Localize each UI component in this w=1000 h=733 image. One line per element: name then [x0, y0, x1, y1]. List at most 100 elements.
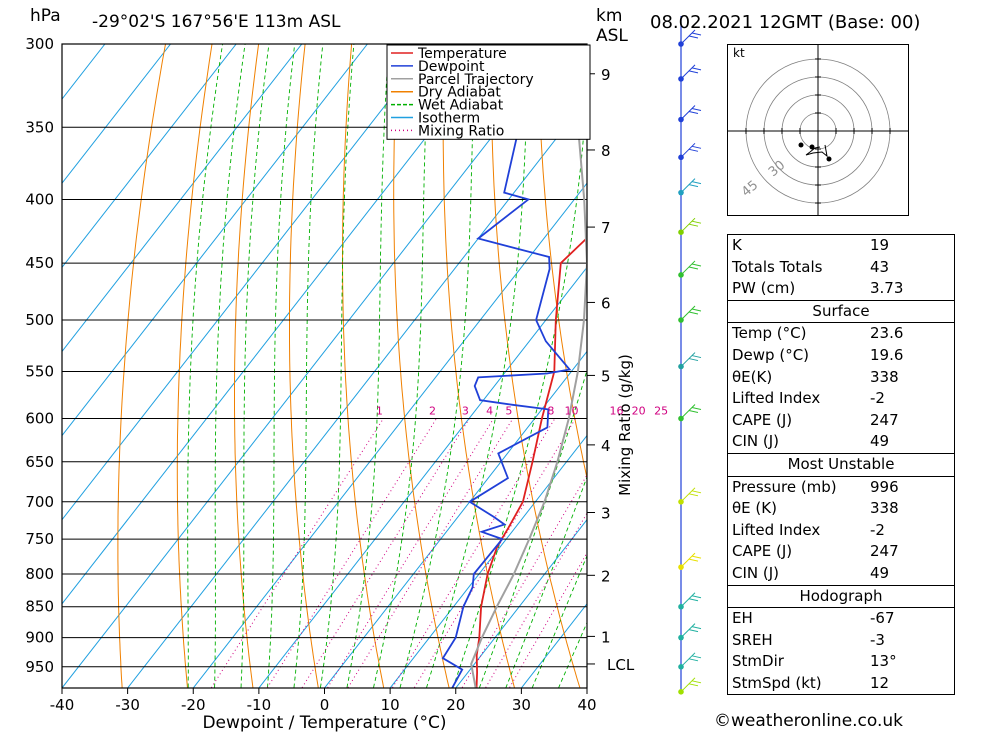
index-label: CAPE (J) [732, 410, 793, 429]
wind-barb [680, 29, 702, 45]
index-label: Totals Totals [732, 257, 823, 276]
km-tick-label: 6 [601, 294, 611, 312]
index-row: Dewp (°C) 19.6 [728, 345, 954, 367]
index-label: SREH [732, 630, 773, 649]
index-row: CIN (J) 49 [728, 563, 954, 585]
hodograph-ring-label: 30 [766, 158, 788, 180]
index-label: K [732, 236, 742, 254]
index-label: θE(K) [732, 367, 773, 386]
temp-tick-label: -30 [115, 696, 140, 714]
location-title: -29°02'S 167°56'E 113m ASL [92, 12, 341, 32]
index-section-title: Hodograph [728, 586, 954, 609]
isotherm-line [258, 266, 587, 688]
wet-adiabat-line [319, 44, 355, 688]
mixing-ratio-label: 1 [376, 405, 383, 418]
index-label: CAPE (J) [732, 542, 793, 561]
index-value: -67 [870, 609, 895, 628]
index-row: θE(K) 338 [728, 367, 954, 389]
wind-barb [680, 404, 702, 419]
x-axis-title: Dewpoint / Temperature (°C) [202, 713, 446, 733]
index-value: 996 [870, 477, 899, 496]
km-tick-label: 4 [601, 437, 611, 455]
mixing-ratio-label: 20 [632, 405, 646, 418]
wind-barb [680, 487, 702, 503]
mixing-ratio-label: 3 [462, 405, 469, 418]
hodograph-point [798, 142, 804, 148]
isotherm-line [455, 518, 587, 688]
km-tick-label: 5 [601, 367, 611, 385]
temp-tick-label: -10 [247, 696, 272, 714]
index-value: 49 [870, 563, 890, 582]
index-row: Totals Totals 43 [728, 257, 954, 279]
mixing-ratio-label: 10 [565, 405, 579, 418]
dewpoint-line [441, 44, 572, 688]
wet-adiabat-line [266, 44, 296, 688]
index-label: Lifted Index [732, 389, 821, 408]
index-label: StmSpd (kt) [732, 673, 822, 692]
wind-barb [680, 260, 702, 276]
index-row: SREH -3 [728, 630, 954, 652]
pressure-tick-label: 900 [25, 629, 54, 647]
index-value: 49 [870, 432, 890, 451]
index-label: CIN (J) [732, 432, 780, 451]
isotherm-line [62, 44, 565, 688]
mixing-ratio-label: 4 [486, 405, 493, 418]
index-row: StmSpd (kt) 12 [728, 673, 954, 695]
legend-entry: Parcel Trajectory [418, 72, 534, 88]
wind-profile [678, 16, 702, 695]
dry-adiabat-line [234, 44, 260, 688]
pressure-tick-label: 650 [25, 453, 54, 471]
mixing-ratio-line [301, 418, 470, 688]
mixing-ratio-line [210, 418, 384, 688]
index-label: PW (cm) [732, 279, 796, 298]
copyright: ©weatheronline.co.uk [714, 711, 904, 731]
mixing-ratio-line [326, 418, 495, 688]
index-value: 338 [870, 367, 899, 386]
wind-barb [680, 352, 702, 367]
index-label: Dewp (°C) [732, 345, 810, 364]
wet-adiabat-line [531, 554, 587, 688]
mixing-ratio-label: 2 [429, 405, 436, 418]
km-unit-label: km [596, 6, 623, 26]
index-row: PW (cm) 3.73 [728, 278, 954, 300]
mixing-ratio-axis-title: Mixing Ratio (g/kg) [616, 354, 634, 496]
index-label: EH [732, 609, 753, 628]
index-label: StmDir [732, 652, 784, 671]
axis-labels: 1 2 3 4 5 8 10 16 20 2530035040045050055060065070… [25, 35, 668, 733]
index-section-title: Surface [728, 301, 954, 324]
km-tick-label: 3 [601, 505, 611, 523]
wind-barb [680, 677, 702, 693]
index-value: -2 [870, 389, 885, 408]
mixing-ratio-lines [210, 418, 587, 688]
index-value: 19.6 [870, 345, 904, 364]
dry-adiabat-line [176, 44, 213, 688]
wet-adiabat-line [425, 44, 530, 688]
km-tick-label: LCL [607, 656, 635, 674]
km-tick-label: 7 [601, 219, 611, 237]
legend-entry: Isotherm [418, 111, 480, 127]
index-row: CIN (J) 49 [728, 431, 954, 453]
index-section-title: Most Unstable [728, 454, 954, 477]
pressure-tick-label: 400 [25, 190, 54, 208]
legend-entry: Wet Adiabat [418, 98, 504, 114]
index-value: 23.6 [870, 324, 904, 343]
hodograph-ring-label: 45 [739, 178, 761, 200]
index-label: Temp (°C) [732, 324, 807, 343]
isotherm-line [126, 98, 587, 688]
wind-barb [680, 652, 702, 668]
legend-entry: Dewpoint [418, 59, 485, 75]
wind-barb [680, 178, 702, 193]
mixing-ratio-label: 5 [505, 405, 512, 418]
temp-tick-label: 30 [512, 696, 531, 714]
temperature-line [475, 235, 587, 688]
km-tick-label: 1 [601, 628, 611, 646]
asl-label: ASL [596, 26, 628, 46]
mixing-ratio-label: 16 [610, 405, 624, 418]
temp-tick-label: 20 [446, 696, 465, 714]
isotherm-line [62, 44, 303, 353]
index-row: EH -67 [728, 608, 954, 630]
index-row: StmDir 13° [728, 651, 954, 673]
isotherm-line [62, 44, 368, 437]
index-row: Lifted Index -2 [728, 520, 954, 542]
